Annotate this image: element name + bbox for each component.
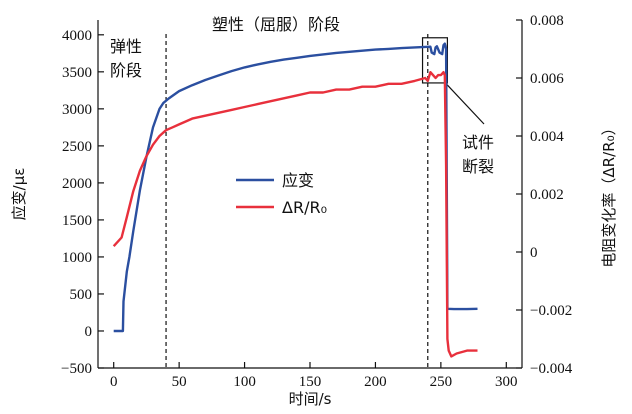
y-right-tick-label: 0.006 — [530, 71, 564, 87]
y-left-tick-label: 1000 — [62, 250, 92, 266]
series-line — [113, 42, 478, 333]
fracture-leader-line — [444, 82, 485, 125]
fracture-label: 断裂 — [462, 157, 494, 176]
fracture-label: 试件 — [462, 133, 494, 152]
elastic-stage-label: 弹性 — [110, 37, 142, 56]
fracture-box — [421, 37, 449, 84]
y-left-tick-label: 3000 — [62, 102, 92, 118]
y-right-tick-label: −0.004 — [530, 361, 573, 377]
series-lines — [112, 42, 478, 358]
guide-lines — [165, 34, 485, 368]
plot-frame — [97, 20, 523, 369]
series-line — [112, 71, 478, 358]
legend-label: 应变 — [282, 171, 314, 190]
x-axis-title: 时间/s — [289, 390, 332, 408]
y-left-axis-title: 应变/με — [10, 168, 28, 221]
y-right-tick-label: −0.002 — [530, 303, 572, 319]
y-left-tick-label: 2500 — [62, 139, 92, 155]
x-tick-label: 0 — [110, 374, 118, 390]
axis-ticks: 0 50 100 150 200 250 300 −500 0 500 1000 1500 2000 25… — [61, 13, 573, 390]
elastic-stage-label: 阶段 — [110, 61, 142, 80]
y-left-tick-label: 1500 — [62, 213, 92, 229]
y-right-tick-label: 0 — [530, 245, 538, 261]
y-left-tick-label: 2000 — [62, 176, 92, 192]
y-right-tick-label: 0.002 — [530, 187, 564, 203]
y-left-tick-label: 500 — [70, 287, 93, 303]
y-right-tick-label: 0.004 — [530, 129, 564, 145]
x-tick-label: 100 — [233, 374, 256, 390]
y-left-tick-label: −500 — [61, 361, 92, 377]
y-left-tick-label: 0 — [85, 324, 93, 340]
y-right-tick-label: 0.008 — [530, 13, 564, 29]
x-tick-label: 300 — [495, 374, 518, 390]
y-right-axis-title: 电阻变化率（ΔR/R₀） — [600, 120, 618, 267]
legend-label: ΔR/R₀ — [282, 198, 327, 217]
y-left-tick-label: 3500 — [62, 65, 92, 81]
x-tick-label: 250 — [430, 374, 453, 390]
x-tick-label: 150 — [299, 374, 322, 390]
x-tick-label: 50 — [172, 374, 187, 390]
plastic-stage-label: 塑性（屈服）阶段 — [212, 15, 340, 34]
x-tick-label: 200 — [364, 374, 387, 390]
y-left-tick-label: 4000 — [62, 28, 92, 44]
